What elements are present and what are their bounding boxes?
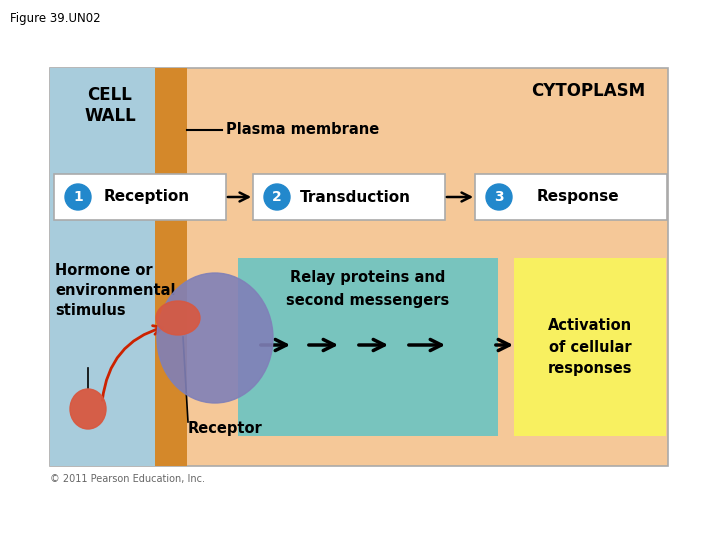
Text: 2: 2 bbox=[272, 190, 282, 204]
Ellipse shape bbox=[157, 273, 273, 403]
FancyBboxPatch shape bbox=[475, 174, 667, 220]
Circle shape bbox=[264, 184, 290, 210]
Text: Activation
of cellular
responses: Activation of cellular responses bbox=[548, 319, 632, 375]
FancyBboxPatch shape bbox=[253, 174, 445, 220]
Text: © 2011 Pearson Education, Inc.: © 2011 Pearson Education, Inc. bbox=[50, 474, 205, 484]
FancyBboxPatch shape bbox=[238, 258, 498, 436]
FancyBboxPatch shape bbox=[50, 68, 170, 466]
Text: Transduction: Transduction bbox=[300, 190, 411, 205]
Ellipse shape bbox=[156, 301, 200, 335]
Text: Reception: Reception bbox=[104, 190, 189, 205]
Ellipse shape bbox=[70, 389, 106, 429]
Circle shape bbox=[65, 184, 91, 210]
Text: CYTOPLASM: CYTOPLASM bbox=[531, 82, 645, 100]
Text: Plasma membrane: Plasma membrane bbox=[226, 123, 379, 138]
Text: CELL
WALL: CELL WALL bbox=[84, 86, 136, 125]
FancyBboxPatch shape bbox=[155, 68, 187, 466]
Text: Figure 39.UN02: Figure 39.UN02 bbox=[10, 12, 101, 25]
FancyBboxPatch shape bbox=[514, 258, 666, 436]
Text: 1: 1 bbox=[73, 190, 83, 204]
Text: Hormone or
environmental
stimulus: Hormone or environmental stimulus bbox=[55, 263, 176, 318]
Text: Response: Response bbox=[536, 190, 618, 205]
FancyBboxPatch shape bbox=[50, 68, 668, 466]
Circle shape bbox=[486, 184, 512, 210]
Text: Receptor: Receptor bbox=[188, 421, 263, 436]
FancyBboxPatch shape bbox=[54, 174, 226, 220]
Text: 3: 3 bbox=[494, 190, 504, 204]
Text: Relay proteins and
second messengers: Relay proteins and second messengers bbox=[287, 270, 449, 308]
